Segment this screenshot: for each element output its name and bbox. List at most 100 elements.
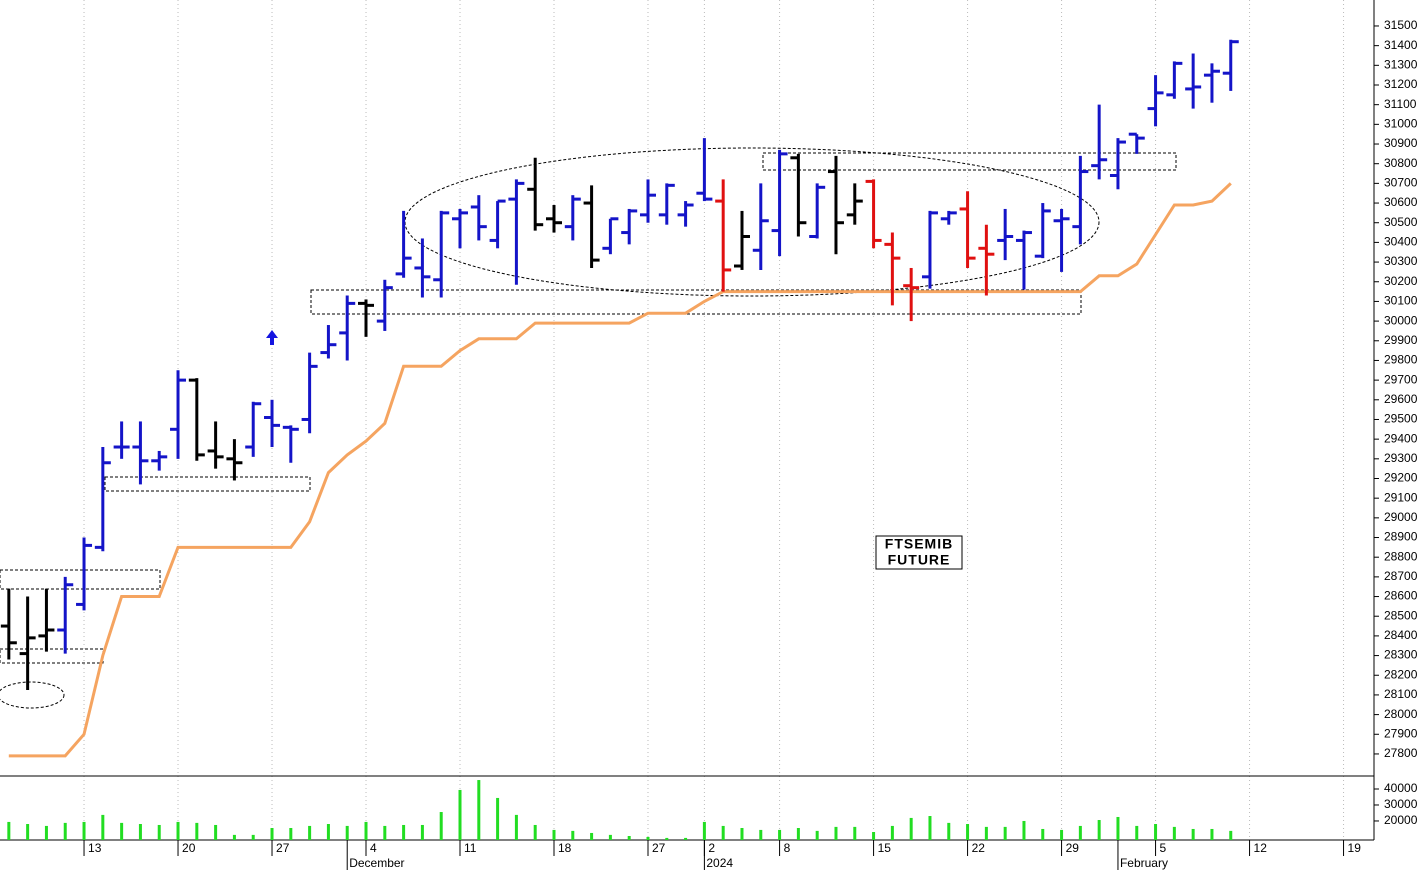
volume-bar <box>740 828 744 840</box>
x-tick-label: 29 <box>1066 841 1080 855</box>
volume-bar <box>1060 829 1064 840</box>
trailing-stop-line <box>8 182 1232 758</box>
annotation-text: FTSEMIB <box>885 536 953 552</box>
y-tick-label: 29100 <box>1384 490 1418 504</box>
x-tick-label: 22 <box>972 841 986 855</box>
signal-arrow <box>266 330 278 345</box>
y-tick-label: 29600 <box>1384 392 1418 406</box>
annotation-text: FUTURE <box>888 552 951 568</box>
x-tick-label: 4 <box>370 841 377 855</box>
x-group-label: 2024 <box>706 856 733 870</box>
volume-bar <box>308 825 312 840</box>
volume-bar <box>928 816 932 840</box>
volume-bar <box>853 826 857 840</box>
x-tick-label: 13 <box>88 841 102 855</box>
volume-bar <box>82 821 86 840</box>
volume-bar <box>702 821 706 840</box>
volume-bar <box>251 834 255 840</box>
y-tick-label: 30900 <box>1384 136 1418 150</box>
y-tick-label: 29800 <box>1384 353 1418 367</box>
y-tick-label: 28200 <box>1384 667 1418 681</box>
y-tick-label: 30000 <box>1384 313 1418 327</box>
volume-bar <box>759 829 763 840</box>
volume-bar <box>684 837 688 840</box>
volume-bar <box>7 821 11 840</box>
y-tick-label: 28600 <box>1384 589 1418 603</box>
volume-bar <box>63 822 67 840</box>
volume-bar <box>120 822 124 840</box>
x-tick-label: 8 <box>784 841 791 855</box>
volume-bar <box>26 824 30 840</box>
y-tick-label: 27900 <box>1384 726 1418 740</box>
volume-bar <box>984 826 988 840</box>
volume-tick-label: 40000 <box>1384 781 1418 795</box>
volume-tick-label: 20000 <box>1384 813 1418 827</box>
volume-bar <box>778 829 782 840</box>
volume-bar <box>1154 824 1158 840</box>
annotation-box <box>875 535 963 570</box>
volume-bar <box>533 824 537 840</box>
x-tick-label: 2 <box>708 841 715 855</box>
y-tick-label: 28900 <box>1384 530 1418 544</box>
range-box <box>104 476 311 492</box>
x-tick-label: 27 <box>276 841 290 855</box>
volume-bar <box>815 830 819 840</box>
volume-bar <box>665 837 669 840</box>
volume-bar <box>796 828 800 840</box>
volume-bar <box>420 824 424 840</box>
y-tick-label: 27800 <box>1384 746 1418 760</box>
volume-bar <box>571 830 575 840</box>
y-tick-label: 30400 <box>1384 235 1418 249</box>
y-tick-label: 29300 <box>1384 451 1418 465</box>
volume-bar <box>514 814 518 840</box>
y-tick-label: 29700 <box>1384 372 1418 386</box>
y-tick-label: 28300 <box>1384 648 1418 662</box>
range-box <box>0 569 161 590</box>
volume-bar <box>872 832 876 840</box>
y-tick-label: 31500 <box>1384 18 1418 32</box>
x-tick-label: 12 <box>1254 841 1268 855</box>
range-box <box>0 648 104 664</box>
volume-bar <box>1116 816 1120 840</box>
y-tick-label: 30200 <box>1384 274 1418 288</box>
volume-bar <box>232 834 236 840</box>
volume-bar <box>458 789 462 840</box>
x-tick-label: 15 <box>878 841 892 855</box>
volume-bar <box>402 824 406 840</box>
volume-bar <box>721 825 725 840</box>
volume-bar <box>608 834 612 840</box>
y-tick-label: 30500 <box>1384 215 1418 229</box>
x-group-label: February <box>1120 856 1168 870</box>
y-tick-label: 31400 <box>1384 38 1418 52</box>
y-tick-label: 29500 <box>1384 412 1418 426</box>
y-tick-label: 29900 <box>1384 333 1418 347</box>
y-tick-label: 28700 <box>1384 569 1418 583</box>
x-group-label: December <box>349 856 404 870</box>
volume-bar <box>44 825 48 840</box>
volume-bar <box>496 797 500 840</box>
volume-bar <box>439 812 443 840</box>
volume-bar <box>947 822 951 840</box>
volume-bar <box>326 824 330 840</box>
volume-bar <box>1078 825 1082 840</box>
volume-bar <box>966 824 970 840</box>
volume-bar <box>1191 828 1195 840</box>
range-box <box>310 289 1082 315</box>
volume-bar <box>270 828 274 840</box>
y-tick-label: 31200 <box>1384 77 1418 91</box>
volume-tick-label: 30000 <box>1384 797 1418 811</box>
x-tick-label: 19 <box>1348 841 1362 855</box>
volume-bar <box>646 836 650 840</box>
volume-bar <box>364 821 368 840</box>
volume-bar <box>890 825 894 840</box>
volume-bar <box>590 832 594 840</box>
y-tick-label: 29000 <box>1384 510 1418 524</box>
x-tick-label: 18 <box>558 841 572 855</box>
x-tick-label: 27 <box>652 841 666 855</box>
pattern-ellipse <box>0 681 65 709</box>
y-tick-label: 29400 <box>1384 431 1418 445</box>
volume-bar <box>1022 820 1026 840</box>
y-tick-label: 28400 <box>1384 628 1418 642</box>
